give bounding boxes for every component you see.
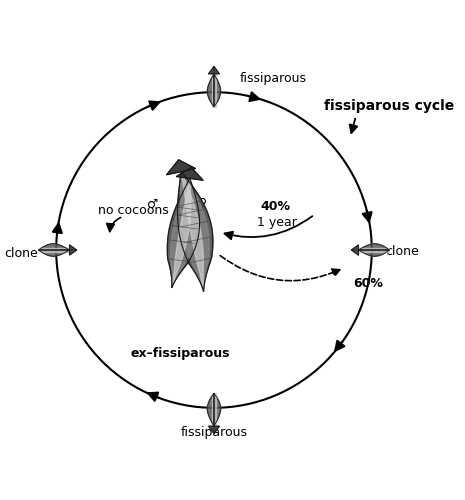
Text: clone: clone	[5, 248, 39, 260]
Polygon shape	[176, 168, 203, 180]
Text: ♀: ♀	[198, 196, 207, 209]
Polygon shape	[166, 160, 196, 174]
Text: fissiparous: fissiparous	[239, 72, 306, 85]
Text: ×: ×	[170, 217, 183, 232]
Polygon shape	[70, 245, 77, 255]
FancyArrowPatch shape	[220, 256, 340, 280]
Text: 40%: 40%	[260, 200, 290, 213]
Polygon shape	[209, 426, 219, 434]
Polygon shape	[180, 172, 209, 291]
Polygon shape	[181, 172, 204, 291]
Polygon shape	[172, 178, 191, 288]
Polygon shape	[207, 394, 221, 434]
Polygon shape	[359, 248, 389, 252]
Text: fissiparous cycle: fissiparous cycle	[325, 99, 455, 113]
Polygon shape	[352, 245, 359, 255]
Polygon shape	[212, 74, 216, 106]
Polygon shape	[167, 178, 199, 288]
Polygon shape	[209, 66, 219, 74]
Text: no cocoons: no cocoons	[98, 204, 168, 217]
Text: ex–fissiparous: ex–fissiparous	[131, 346, 230, 360]
Text: 60%: 60%	[353, 277, 383, 290]
Polygon shape	[178, 172, 213, 291]
Polygon shape	[212, 394, 216, 426]
Text: fissiparous: fissiparous	[180, 426, 247, 438]
Text: 1 year: 1 year	[257, 216, 297, 229]
Polygon shape	[207, 66, 221, 106]
Text: ♂: ♂	[147, 198, 159, 211]
Polygon shape	[39, 248, 70, 252]
Polygon shape	[170, 178, 196, 288]
Polygon shape	[352, 244, 389, 256]
Text: clone: clone	[385, 246, 419, 258]
Text: ?: ?	[173, 231, 180, 245]
Polygon shape	[39, 244, 77, 256]
